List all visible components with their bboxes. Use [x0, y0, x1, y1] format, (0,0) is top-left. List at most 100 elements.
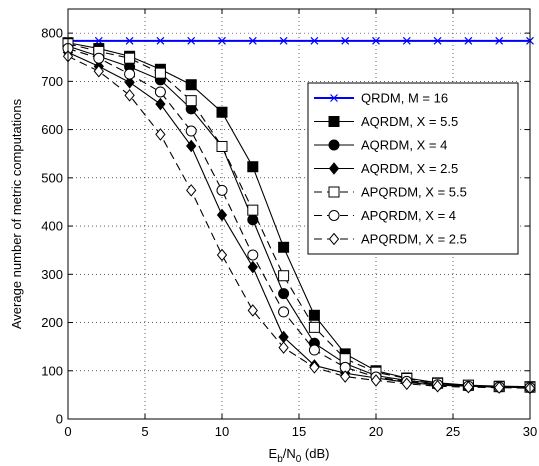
data-point-4-4	[185, 95, 197, 107]
data-point-6-11	[401, 377, 412, 391]
data-point-1-5	[216, 106, 228, 118]
data-point-4-3	[154, 67, 166, 79]
x-tick-label: 0	[64, 424, 71, 439]
legend-entry-3: AQRDM, X = 2.5	[314, 161, 458, 176]
legend-label-6: APQRDM, X = 2.5	[361, 232, 467, 247]
data-point-3-6	[247, 260, 258, 274]
x-tick-label: 30	[523, 424, 537, 439]
data-point-6-6	[247, 304, 258, 317]
y-tick-label: 600	[41, 122, 63, 137]
legend: QRDM, M = 16 AQRDM, X = 5.5 AQRDM, X = 4 AQ…	[307, 82, 519, 255]
series-line-5	[67, 48, 531, 389]
legend-label-2: AQRDM, X = 4	[361, 138, 447, 153]
data-point-5-3	[154, 86, 166, 98]
legend-entry-6: APQRDM, X = 2.5	[314, 232, 467, 247]
data-point-0-9-stroke-b	[341, 36, 350, 45]
legend-marker-0-stroke-b	[330, 94, 338, 102]
data-point-6-2	[124, 89, 135, 102]
x-tick-label: 20	[369, 424, 383, 439]
legend-label-4: APQRDM, X = 5.5	[361, 185, 467, 200]
data-point-0-13-stroke-b	[464, 36, 473, 45]
data-point-6-12	[432, 379, 443, 393]
data-point-0-5-stroke-b	[218, 36, 226, 45]
data-point-3-2	[124, 76, 135, 89]
legend-marker-1	[328, 116, 340, 127]
data-point-0-2-stroke-b	[125, 36, 134, 45]
data-point-0-7-stroke-b	[279, 36, 288, 45]
legend-marker-4	[328, 186, 340, 198]
data-point-1-4	[185, 79, 197, 91]
data-point-3-3	[155, 97, 166, 111]
series-line-4	[67, 43, 531, 388]
data-point-6-8	[309, 361, 320, 374]
data-point-0-6-stroke-b	[248, 36, 257, 45]
legend-marker-3	[328, 162, 340, 175]
x-tick-label: 5	[141, 424, 148, 439]
y-tick-label: 300	[41, 267, 63, 282]
series-layer	[62, 36, 536, 395]
legend-label-5: APQRDM, X = 4	[361, 208, 456, 223]
y-axis-label: Average number of metric computations	[9, 98, 24, 329]
data-point-5-2	[124, 68, 136, 80]
x-tick-label: 15	[292, 424, 306, 439]
y-tick-label: 200	[41, 315, 63, 330]
data-point-6-9	[340, 370, 351, 383]
data-point-0-4-stroke-b	[187, 36, 196, 45]
data-point-4-7	[278, 270, 290, 282]
y-tick-label: 800	[41, 26, 63, 41]
legend-entry-2: AQRDM, X = 4	[314, 138, 447, 153]
data-point-6-10	[370, 374, 382, 387]
legend-label-0: QRDM, M = 16	[361, 91, 448, 106]
data-point-2-6	[247, 214, 259, 226]
data-point-5-8	[308, 344, 320, 356]
legend-entry-0: QRDM, M = 16	[314, 91, 448, 106]
legend-marker-5	[328, 210, 340, 221]
legend-marker-2	[328, 139, 340, 151]
data-point-5-6	[247, 249, 259, 261]
data-point-0-12-stroke-b	[433, 36, 442, 45]
data-point-3-5	[216, 208, 228, 222]
data-point-4-5	[216, 140, 228, 152]
data-point-4-2	[124, 52, 136, 64]
data-point-5-7	[278, 306, 290, 318]
legend-entry-4: APQRDM, X = 5.5	[314, 185, 467, 200]
legend-marker-6	[328, 232, 340, 246]
x-tick-label: 25	[446, 424, 460, 439]
data-point-6-4	[186, 184, 197, 197]
data-point-6-3	[155, 128, 166, 141]
data-point-0-11-stroke-b	[402, 36, 411, 45]
data-point-5-4	[185, 125, 197, 137]
y-tick-label: 0	[56, 412, 63, 427]
data-point-0-10-stroke-b	[372, 36, 380, 45]
series-6	[62, 49, 536, 395]
data-point-3-4	[186, 139, 197, 153]
data-point-2-7	[278, 288, 290, 300]
data-point-6-5	[216, 248, 228, 262]
y-tick-label: 100	[41, 363, 63, 378]
data-point-5-1	[93, 52, 105, 64]
legend-label-1: AQRDM, X = 5.5	[361, 114, 458, 129]
y-tick-label: 700	[41, 74, 63, 89]
y-tick-label: 500	[41, 170, 63, 185]
data-point-5-5	[216, 184, 228, 196]
data-point-4-6	[247, 204, 259, 216]
data-point-0-8-stroke-b	[310, 36, 319, 45]
data-point-4-8	[308, 321, 320, 333]
x-axis-label: Eb/N0 (dB)	[269, 446, 330, 465]
data-point-0-3-stroke-b	[156, 36, 165, 45]
data-point-6-13	[463, 380, 474, 394]
data-point-6-7	[278, 341, 289, 354]
legend-entry-1: AQRDM, X = 5.5	[314, 114, 458, 129]
y-tick-label: 400	[41, 219, 63, 234]
data-point-6-1	[93, 64, 104, 78]
data-point-6-14	[494, 381, 505, 394]
legend-label-3: AQRDM, X = 2.5	[361, 161, 458, 176]
legend-entry-5: APQRDM, X = 4	[314, 208, 456, 223]
data-point-0-14-stroke-b	[495, 36, 504, 45]
x-tick-label: 10	[215, 424, 229, 439]
data-point-1-8	[308, 309, 320, 321]
data-point-1-7	[278, 241, 290, 253]
data-point-1-6	[247, 161, 259, 173]
